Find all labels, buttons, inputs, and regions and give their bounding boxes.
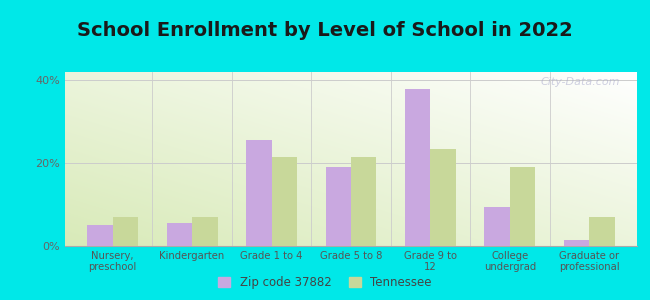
Bar — [87, 225, 112, 246]
Legend: Zip code 37882, Tennessee: Zip code 37882, Tennessee — [214, 272, 436, 294]
Bar — [590, 217, 615, 246]
Bar — [484, 207, 510, 246]
Bar — [430, 148, 456, 246]
Text: School Enrollment by Level of School in 2022: School Enrollment by Level of School in … — [77, 21, 573, 40]
Bar — [246, 140, 272, 246]
Bar — [112, 217, 138, 246]
Text: City-Data.com: City-Data.com — [540, 77, 620, 87]
Bar — [405, 88, 430, 246]
Bar — [166, 223, 192, 246]
Bar — [272, 157, 297, 246]
Bar — [192, 217, 218, 246]
Bar — [351, 157, 376, 246]
Bar — [564, 240, 590, 246]
Bar — [326, 167, 351, 246]
Bar — [510, 167, 536, 246]
